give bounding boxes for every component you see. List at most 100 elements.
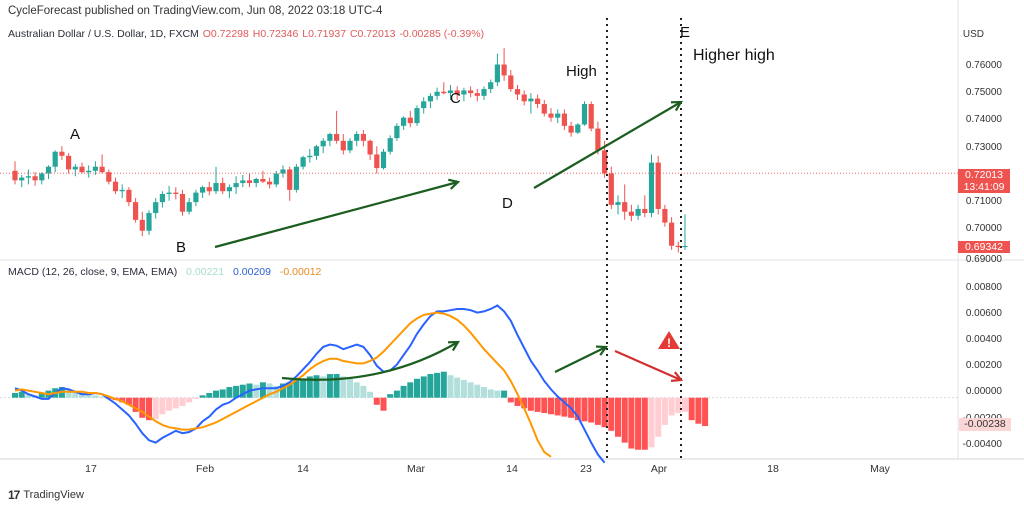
price-tick: 0.75000: [965, 87, 1002, 98]
candle-body: [307, 155, 313, 158]
change-value: -0.00285 (-0.39%): [399, 28, 485, 40]
macd-hist-bar: [487, 389, 494, 398]
macd-legend[interactable]: MACD (12, 26, close, 9, EMA, EMA) 0.0022…: [8, 266, 321, 278]
label-a: A: [70, 126, 81, 143]
macd-hist-bar: [414, 378, 420, 398]
price-tick: 0.70000: [965, 223, 1002, 234]
trend-arrow-bd-head: [448, 178, 461, 190]
macd-tick: 0.00000: [965, 386, 1002, 397]
macd-hist-bar: [427, 374, 434, 398]
candle-body: [514, 89, 521, 95]
time-tick: 14: [506, 463, 518, 475]
macd-hist-bar: [340, 376, 347, 398]
macd-hist-bar: [347, 378, 353, 398]
candle-body: [133, 202, 139, 220]
macd-arrow-green-2: [554, 346, 607, 373]
macd-hist-bar: [199, 395, 206, 398]
macd-hist-bar: [326, 374, 333, 398]
macd-hist-bar: [454, 377, 461, 398]
candle-body: [66, 155, 72, 170]
candle-body: [401, 117, 407, 126]
candle-body: [119, 189, 125, 192]
warning-icon-glyph: !: [667, 336, 671, 350]
macd-hist-bar: [608, 397, 615, 431]
tradingview-logo[interactable]: 17 TradingView: [8, 488, 84, 502]
candle-body: [622, 202, 628, 212]
candle-body: [340, 140, 346, 151]
macd-hist-bar: [132, 397, 139, 412]
candle-body: [240, 180, 246, 184]
macd-histogram: [0, 371, 958, 450]
macd-hist-bar: [554, 397, 561, 416]
macd-hist-bar: [648, 397, 655, 448]
macd-hist-bar: [18, 391, 25, 398]
candle-body: [662, 208, 668, 223]
macd-hist-bar: [534, 397, 541, 412]
time-tick: 23: [580, 463, 592, 475]
macd-hist-bar: [615, 397, 621, 437]
candle-body: [407, 117, 413, 124]
macd-hist-bar: [541, 397, 548, 414]
candle-body: [173, 192, 179, 194]
macd-hist-bar: [474, 384, 481, 398]
time-tick: 14: [297, 463, 309, 475]
macd-hist-bar: [139, 397, 146, 418]
currency-label: USD: [962, 29, 984, 40]
macd-hist-bar: [213, 390, 219, 398]
macd-hist-bar: [655, 397, 662, 437]
candle-body: [39, 173, 45, 181]
candle-body: [253, 178, 259, 184]
candle-body: [300, 157, 306, 167]
macd-hist-bar: [186, 397, 193, 403]
label-d: D: [502, 195, 513, 212]
candle-body: [575, 124, 581, 133]
macd-hist-bar: [574, 397, 581, 421]
candle-body: [226, 187, 232, 192]
macd-hist-bar: [239, 384, 246, 398]
macd-hist-bar: [695, 397, 702, 424]
candle-body: [334, 134, 340, 141]
candle-body: [541, 104, 547, 114]
price-tick: 0.73000: [965, 142, 1002, 153]
time-tick: May: [870, 463, 890, 475]
label-c: C: [450, 90, 461, 107]
price-tick: 0.69000: [965, 254, 1002, 265]
candle-body: [347, 140, 353, 151]
time-tick: Feb: [195, 463, 215, 475]
macd-line-value: 0.00209: [233, 266, 271, 278]
macd-hist-bar: [353, 382, 360, 398]
candle-body: [179, 193, 186, 212]
macd-hist-bar: [65, 389, 72, 398]
candle-body: [246, 180, 253, 184]
candle-body: [474, 93, 480, 96]
macd-hist-bar: [501, 390, 508, 398]
candle-body: [461, 90, 467, 95]
candle-body: [588, 104, 594, 129]
macd-hist-bar: [641, 397, 648, 450]
candle-body: [521, 94, 527, 102]
symbol-legend[interactable]: Australian Dollar / U.S. Dollar, 1D, FXC…: [8, 28, 484, 40]
candle-body: [508, 75, 514, 90]
candle-body: [628, 211, 634, 216]
macd-hist-bar: [601, 397, 608, 428]
candle-body: [200, 187, 206, 193]
candle-body: [561, 113, 567, 126]
macd-tick: 0.00200: [965, 360, 1002, 371]
macd-hist-bar: [313, 375, 320, 398]
macd-hist-bar: [172, 397, 179, 409]
macd-lines: [14, 304, 606, 464]
macd-hist-bar: [38, 392, 45, 398]
candle-body: [555, 113, 561, 118]
macd-hist-bar: [467, 382, 474, 398]
macd-hist-bar: [635, 397, 642, 450]
macd-hist-bar: [320, 376, 327, 398]
macd-hist-bar: [561, 397, 568, 417]
close-value: C0.72013: [349, 28, 396, 40]
candle-body: [595, 128, 601, 151]
macd-hist-bar: [12, 392, 18, 398]
candle-body: [682, 246, 688, 248]
candle-body: [25, 176, 31, 178]
low-price-tag: 0.69342: [958, 241, 1010, 253]
candle-body: [669, 222, 675, 246]
macd-arrow-green-2-head: [595, 345, 609, 356]
